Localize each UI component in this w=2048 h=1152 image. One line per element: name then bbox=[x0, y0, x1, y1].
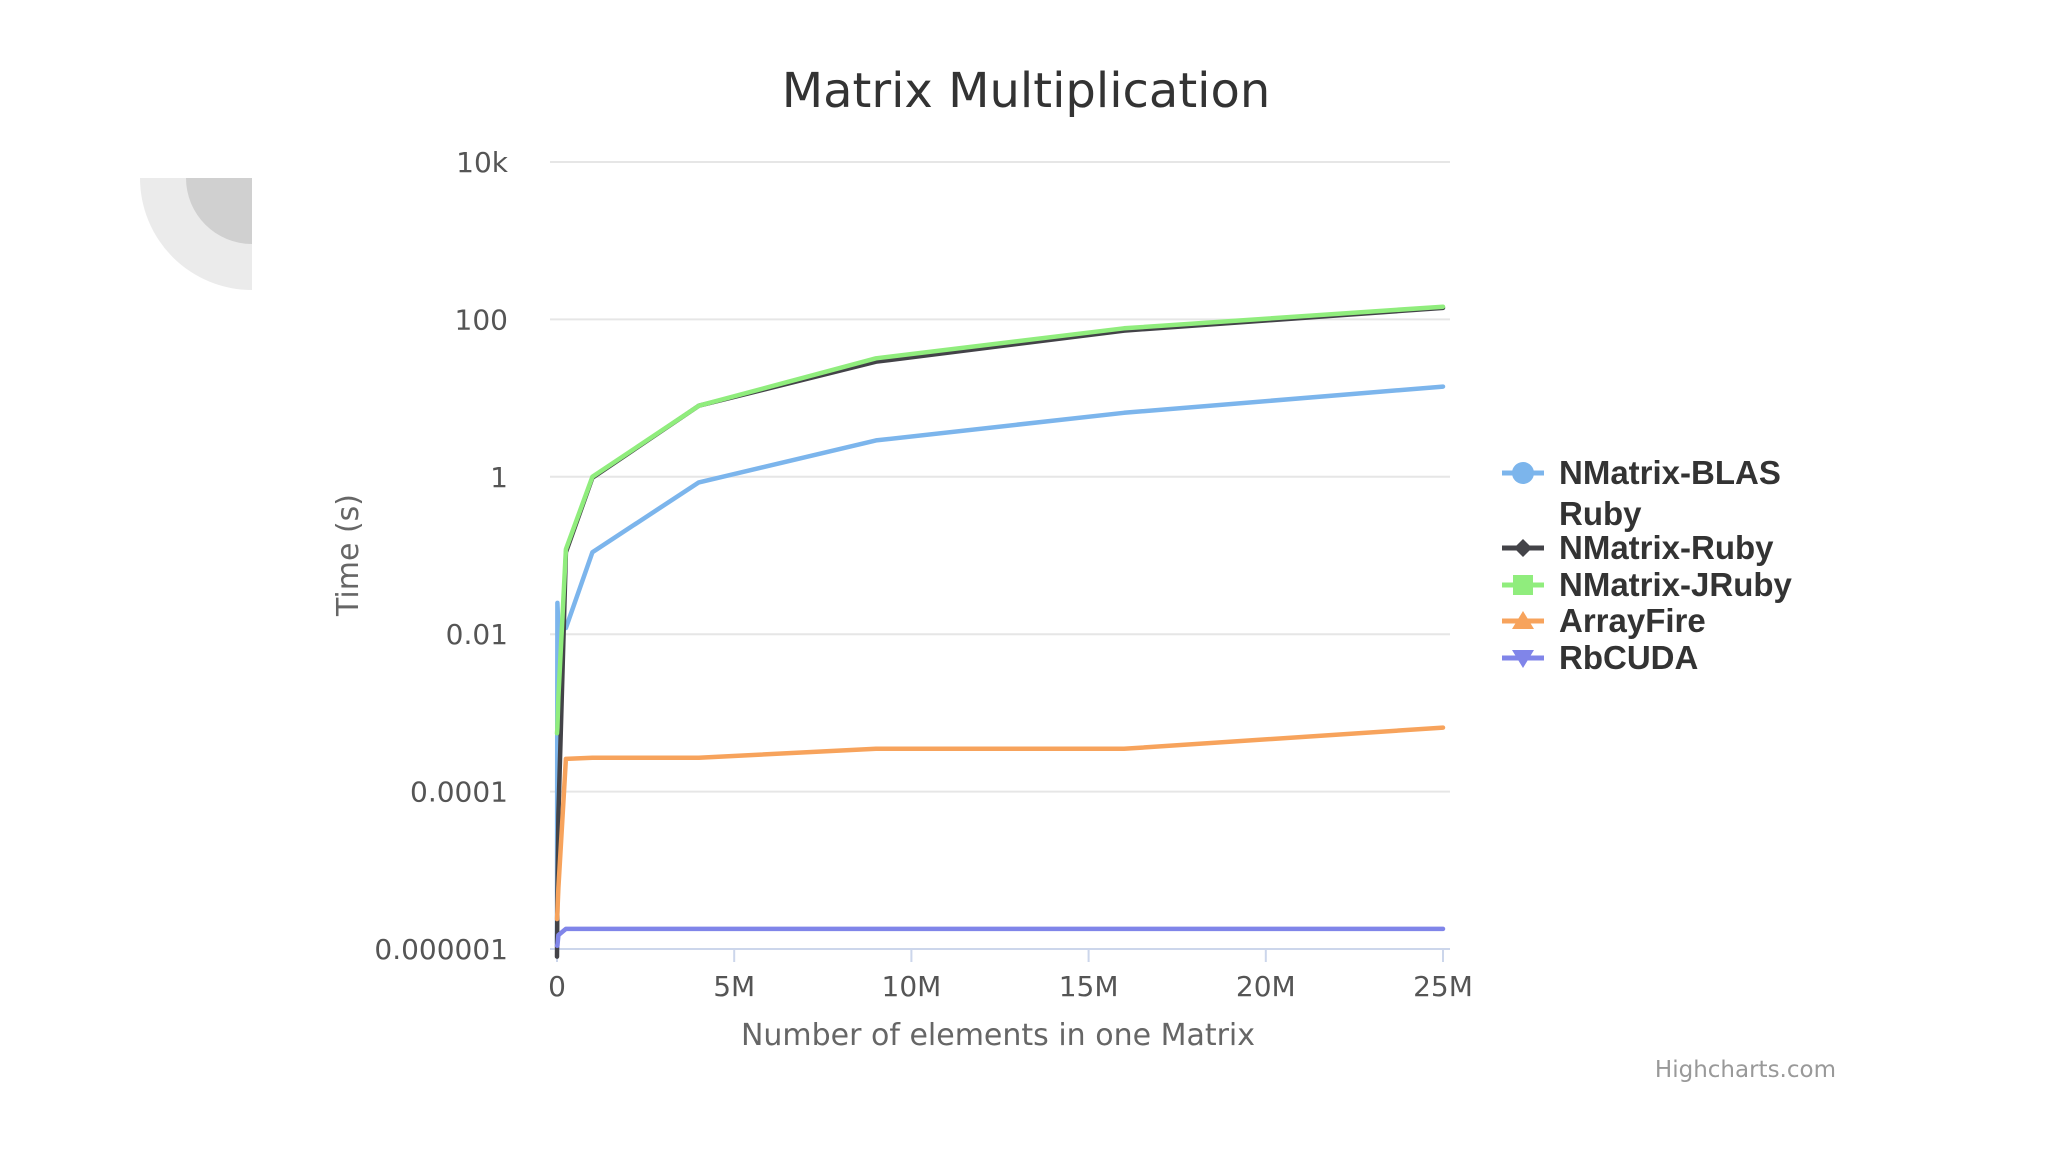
square-marker-icon bbox=[1513, 575, 1533, 595]
series-line-nmatrix-ruby[interactable] bbox=[554, 305, 1446, 959]
circle-marker-icon bbox=[1512, 462, 1534, 484]
y-tick-label: 0.0001 bbox=[410, 776, 508, 809]
chart-title: Matrix Multiplication bbox=[782, 63, 1271, 119]
series-line-rbcuda[interactable] bbox=[554, 926, 1446, 948]
legend-label: NMatrix-Ruby bbox=[1559, 529, 1774, 566]
legend-item-nmatrix-ruby[interactable]: NMatrix-Ruby bbox=[1502, 529, 1774, 566]
legend: NMatrix-BLAS RubyNMatrix-RubyNMatrix-JRub… bbox=[1502, 454, 1793, 676]
legend-item-nmatrix-jruby[interactable]: NMatrix-JRuby bbox=[1502, 566, 1793, 603]
legend-item-nmatrix-blas-ruby[interactable]: NMatrix-BLAS Ruby bbox=[1502, 454, 1781, 532]
series-line-arrayfire[interactable] bbox=[554, 725, 1446, 922]
legend-label: NMatrix-BLAS bbox=[1559, 454, 1781, 491]
x-axis-ticks: 0 5M 10M 15M 20M 25M bbox=[548, 949, 1473, 1003]
y-axis-ticks: 0.000001 0.0001 0.01 1 100 10k bbox=[374, 146, 508, 966]
y-tick-label: 0.000001 bbox=[374, 933, 508, 966]
corner-decoration bbox=[140, 178, 252, 290]
x-tick-label: 15M bbox=[1059, 970, 1119, 1003]
series-line-nmatrix-blas-ruby[interactable] bbox=[554, 384, 1446, 946]
legend-label: NMatrix-JRuby bbox=[1559, 566, 1793, 603]
legend-label: RbCUDA bbox=[1559, 639, 1698, 676]
y-tick-label: 0.01 bbox=[446, 618, 508, 651]
series-line-nmatrix-jruby[interactable] bbox=[554, 304, 1446, 736]
series-lines bbox=[554, 304, 1446, 959]
y-tick-label: 1 bbox=[490, 461, 508, 494]
triangle-down-marker-icon bbox=[1512, 650, 1534, 668]
y-tick-label: 100 bbox=[455, 303, 508, 336]
triangle-marker-icon bbox=[1512, 611, 1534, 629]
diamond-marker-icon bbox=[1514, 539, 1532, 557]
y-axis-label: Time (s) bbox=[331, 494, 366, 617]
x-axis-label: Number of elements in one Matrix bbox=[741, 1018, 1255, 1053]
legend-item-rbcuda[interactable]: RbCUDA bbox=[1502, 639, 1698, 676]
x-tick-label: 0 bbox=[548, 970, 566, 1003]
x-tick-label: 25M bbox=[1413, 970, 1473, 1003]
credits-link[interactable]: Highcharts.com bbox=[1655, 1057, 1836, 1083]
x-tick-label: 20M bbox=[1236, 970, 1296, 1003]
x-tick-label: 5M bbox=[713, 970, 755, 1003]
y-tick-label: 10k bbox=[456, 146, 509, 179]
gridlines bbox=[550, 161, 1450, 793]
legend-label: Ruby bbox=[1559, 495, 1642, 532]
x-tick-label: 10M bbox=[882, 970, 942, 1003]
legend-label: ArrayFire bbox=[1559, 602, 1706, 639]
legend-item-arrayfire[interactable]: ArrayFire bbox=[1502, 602, 1706, 639]
